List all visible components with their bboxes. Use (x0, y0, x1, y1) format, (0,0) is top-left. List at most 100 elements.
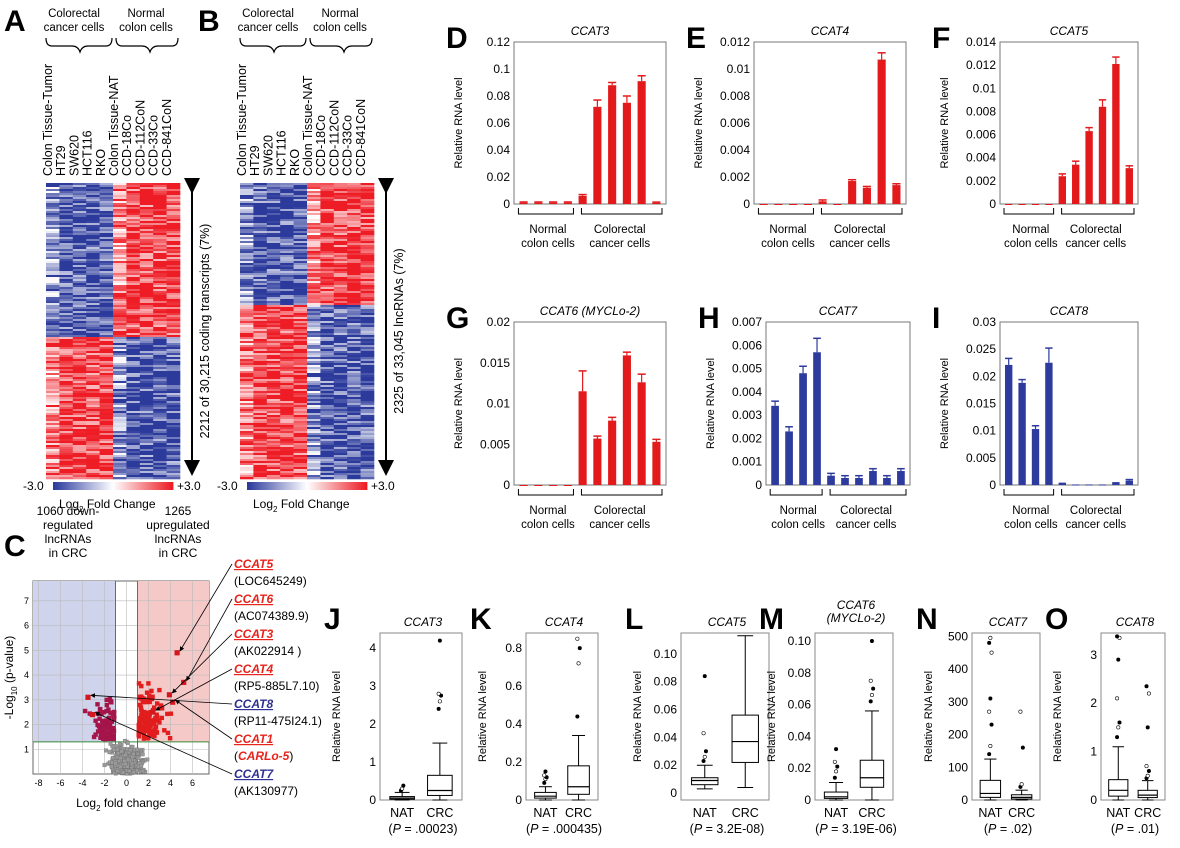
heat-cell (113, 465, 127, 468)
heat-cell (266, 189, 281, 192)
heat-cell (320, 249, 335, 252)
heat-cell (307, 361, 321, 364)
heat-cell (347, 365, 361, 368)
heat-cell (46, 355, 60, 358)
heat-cell (307, 347, 321, 350)
heat-cell (99, 447, 114, 450)
heat-cell (347, 217, 361, 220)
heat-cell (280, 279, 294, 282)
heat-cell (266, 247, 281, 250)
heat-cell (266, 377, 281, 380)
heat-cell (280, 227, 294, 230)
heat-cell (347, 241, 361, 244)
heat-cell (72, 439, 87, 442)
heat-cell (266, 435, 281, 438)
scale-cell (321, 482, 324, 490)
category-label: NAT (390, 806, 414, 820)
heat-cell (307, 355, 321, 358)
y-tick-label: 0.004 (720, 143, 750, 157)
heat-cell (320, 459, 335, 462)
outlier (869, 638, 874, 643)
heat-cell (266, 281, 281, 284)
heat-cell (240, 443, 254, 446)
heat-cell (113, 415, 127, 418)
heat-cell (113, 265, 127, 268)
panel-letter-h: H (698, 302, 720, 335)
heat-cell (307, 251, 321, 254)
heat-cell (347, 435, 361, 438)
heat-cell (139, 203, 154, 206)
heat-cell (59, 221, 74, 224)
heat-cell (46, 397, 60, 400)
group-label: cancer cells (829, 238, 890, 250)
heat-cell (333, 251, 348, 254)
heat-cell (333, 239, 348, 242)
heat-cell (59, 203, 74, 206)
heat-cell (166, 361, 181, 364)
heat-cell (360, 367, 375, 370)
heat-cell (253, 441, 268, 444)
heat-cell (280, 247, 294, 250)
heat-cell (153, 283, 167, 286)
heat-cell (333, 223, 348, 226)
heat-cell (99, 433, 114, 436)
heat-cell (333, 283, 348, 286)
box (427, 774, 453, 796)
heat-cell (280, 265, 294, 268)
heat-cell (139, 365, 154, 368)
heat-cell (59, 291, 74, 294)
heat-cell (139, 393, 154, 396)
group-label: Colorectal (840, 505, 892, 517)
heat-cell (99, 379, 114, 382)
heat-cell (253, 259, 268, 262)
bar (1005, 364, 1013, 485)
heat-cell (347, 221, 361, 224)
point-up (138, 717, 143, 722)
panel-letter-o: O (1045, 603, 1068, 636)
heat-cell (86, 267, 100, 270)
heat-cell (99, 251, 114, 254)
heat-cell (253, 355, 268, 358)
bar (622, 102, 631, 204)
heat-cell (333, 279, 348, 282)
heat-cell (266, 343, 281, 346)
heat-cell (139, 345, 154, 348)
heat-cell (347, 357, 361, 360)
heat-cell (139, 241, 154, 244)
heat-cell (126, 419, 141, 422)
heat-cell (99, 399, 114, 402)
heat-cell (166, 297, 181, 300)
bar (774, 204, 783, 205)
heat-cell (86, 313, 100, 316)
panel-letter-m: M (759, 603, 784, 636)
heat-cell (139, 377, 154, 380)
heat-cell (46, 343, 60, 346)
heat-cell (153, 305, 167, 308)
heat-cell (266, 441, 281, 444)
scale-cell (53, 482, 56, 490)
heat-cell (113, 323, 127, 326)
scale-axis-label: Log2 Fold Change (253, 497, 350, 514)
heat-cell (46, 415, 60, 418)
heat-cell (360, 329, 375, 332)
heat-cell (293, 385, 308, 388)
heat-cell (113, 279, 127, 282)
heat-cell (347, 315, 361, 318)
heat-cell (333, 329, 348, 332)
heat-cell (126, 259, 141, 262)
point-down (112, 709, 117, 715)
heat-cell (139, 335, 154, 338)
heat-cell (266, 257, 281, 260)
heat-cell (166, 291, 181, 294)
heat-cell (320, 395, 335, 398)
heat-cell (360, 257, 375, 260)
heat-cell (59, 451, 74, 454)
heat-cell (72, 185, 87, 188)
heat-cell (253, 407, 268, 410)
down-label: in CRC (49, 546, 88, 560)
heat-cell (166, 271, 181, 274)
heat-cell (86, 311, 100, 314)
y-tick-label: 100 (948, 760, 968, 774)
heat-cell (240, 291, 254, 294)
